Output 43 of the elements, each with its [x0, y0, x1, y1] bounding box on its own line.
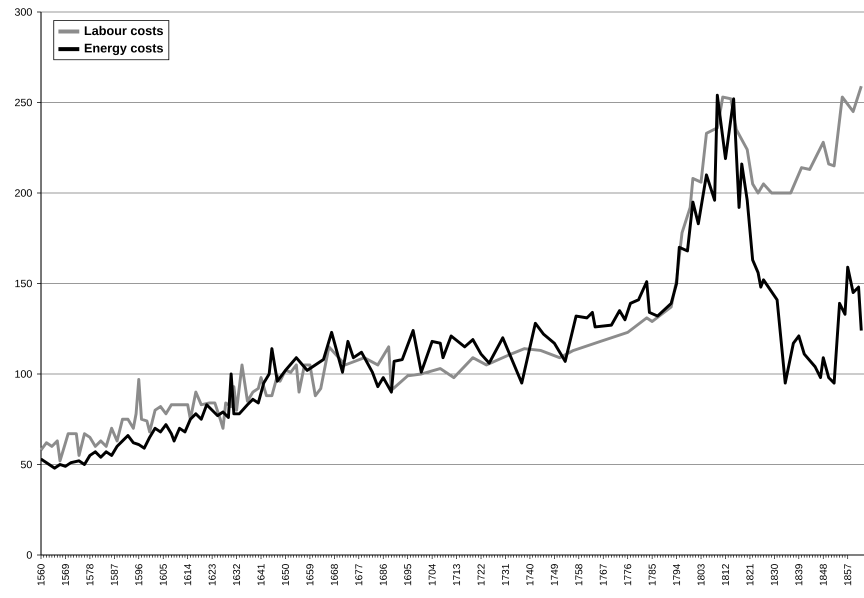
y-tick-label: 50 — [20, 460, 32, 468]
y-tick-label: 0 — [26, 551, 32, 559]
x-tick-label: 1596 — [135, 564, 142, 586]
x-tick-label: 1587 — [110, 564, 118, 586]
x-tick-label: 1776 — [624, 564, 632, 586]
x-tick-label: 1857 — [844, 564, 852, 586]
x-tick-label: 1578 — [86, 564, 94, 586]
legend-label: Energy costs — [84, 44, 163, 56]
x-tick-label: 1659 — [306, 564, 314, 586]
x-tick-label: 1758 — [575, 564, 582, 586]
x-tick-label: 1839 — [795, 564, 802, 586]
x-tick-label: 1686 — [380, 564, 387, 586]
y-tick-label: 300 — [14, 8, 32, 16]
x-tick-label: 1650 — [282, 564, 290, 586]
y-tick-label: 250 — [15, 98, 32, 106]
legend-label: Labour costs — [84, 26, 163, 36]
x-tick-label: 1632 — [233, 564, 240, 586]
x-tick-label: 1767 — [600, 564, 607, 586]
x-tick-label: 1794 — [673, 564, 680, 586]
x-tick-label: 1668 — [330, 564, 338, 586]
x-tick-label: 1623 — [208, 564, 216, 586]
x-tick-label: 1731 — [502, 564, 510, 586]
x-tick-label: 1677 — [355, 564, 362, 586]
x-tick-label: 1749 — [550, 564, 558, 586]
y-tick-label: 150 — [15, 280, 32, 288]
x-tick-label: 1803 — [697, 564, 705, 586]
x-tick-label: 1614 — [184, 564, 192, 586]
x-tick-label: 1722 — [478, 564, 485, 586]
x-tick-label: 1605 — [160, 564, 167, 586]
x-tick-label: 1848 — [820, 564, 827, 586]
x-tick-label: 1569 — [62, 564, 69, 586]
x-tick-label: 1812 — [722, 564, 730, 586]
x-tick-label: 1713 — [453, 564, 460, 586]
y-tick-label: 200 — [15, 189, 32, 197]
x-tick-label: 1830 — [770, 564, 778, 586]
x-tick-label: 1695 — [404, 564, 412, 586]
x-tick-label: 1641 — [257, 564, 265, 586]
y-tick-label: 100 — [15, 370, 32, 378]
x-tick-label: 1740 — [526, 564, 534, 586]
x-tick-label: 1785 — [648, 564, 656, 586]
x-tick-label: 1821 — [746, 564, 754, 586]
x-tick-label: 1560 — [37, 564, 45, 586]
x-tick-label: 1704 — [428, 564, 436, 586]
